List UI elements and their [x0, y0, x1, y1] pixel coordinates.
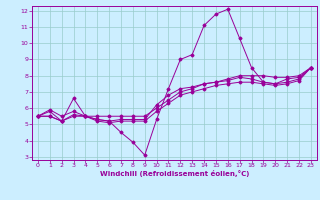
X-axis label: Windchill (Refroidissement éolien,°C): Windchill (Refroidissement éolien,°C)	[100, 170, 249, 177]
